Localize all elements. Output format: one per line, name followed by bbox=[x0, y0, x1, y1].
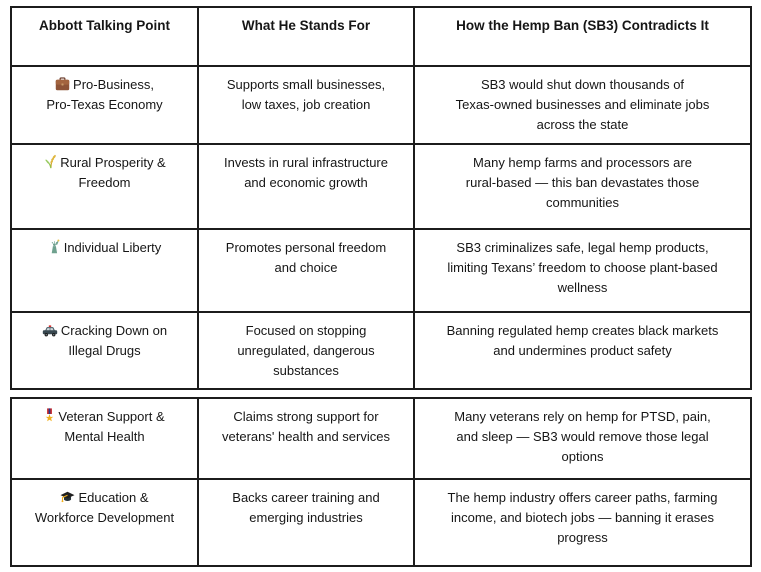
column-header-stands-for: What He Stands For bbox=[197, 6, 415, 67]
police-car-icon bbox=[42, 325, 58, 337]
veteran-education-table: Veteran Support & Mental Health Claims s… bbox=[10, 397, 752, 567]
table-row: Cracking Down on Illegal Drugs Focused o… bbox=[10, 311, 752, 390]
cell-stands-for: Backs career training and emerging indus… bbox=[197, 478, 415, 567]
cell-stands-for: Supports small businesses, low taxes, jo… bbox=[197, 65, 415, 145]
talking-point-label: Rural Prosperity & Freedom bbox=[60, 155, 166, 190]
cell-talking-point: Individual Liberty bbox=[10, 228, 199, 313]
talking-point-label: Individual Liberty bbox=[63, 240, 162, 255]
table-row: Veteran Support & Mental Health Claims s… bbox=[10, 397, 752, 480]
cell-contradiction: Many veterans rely on hemp for PTSD, pai… bbox=[413, 397, 752, 480]
military-medal-icon bbox=[44, 408, 55, 423]
table-row: Pro-Business, Pro-Texas Economy Supports… bbox=[10, 65, 752, 145]
cell-stands-for: Focused on stopping unregulated, dangero… bbox=[197, 311, 415, 390]
column-header-contradiction: How the Hemp Ban (SB3) Contradicts It bbox=[413, 6, 752, 67]
cell-contradiction: Banning regulated hemp creates black mar… bbox=[413, 311, 752, 390]
cell-contradiction: SB3 would shut down thousands of Texas-o… bbox=[413, 65, 752, 145]
graduation-cap-icon bbox=[60, 491, 75, 504]
wheat-sheaf-icon bbox=[43, 154, 57, 169]
header-row: Abbott Talking Point What He Stands For … bbox=[10, 6, 752, 67]
cell-stands-for: Invests in rural infrastructure and econ… bbox=[197, 143, 415, 230]
cell-contradiction: Many hemp farms and processors are rural… bbox=[413, 143, 752, 230]
table-row: Rural Prosperity & Freedom Invests in ru… bbox=[10, 143, 752, 230]
talking-point-label: Cracking Down on Illegal Drugs bbox=[60, 323, 168, 358]
statue-of-liberty-icon bbox=[48, 239, 61, 254]
column-header-talking-point: Abbott Talking Point bbox=[10, 6, 199, 67]
cell-contradiction: The hemp industry offers career paths, f… bbox=[413, 478, 752, 567]
cell-contradiction: SB3 criminalizes safe, legal hemp produc… bbox=[413, 228, 752, 313]
cell-stands-for: Promotes personal freedom and choice bbox=[197, 228, 415, 313]
cell-talking-point: Education & Workforce Development bbox=[10, 478, 199, 567]
cell-talking-point: Rural Prosperity & Freedom bbox=[10, 143, 199, 230]
briefcase-icon bbox=[55, 77, 70, 91]
abbott-talking-points-table: Abbott Talking Point What He Stands For … bbox=[10, 6, 752, 390]
talking-point-label: Education & Workforce Development bbox=[34, 490, 175, 525]
cell-talking-point: Cracking Down on Illegal Drugs bbox=[10, 311, 199, 390]
table-row: Individual Liberty Promotes personal fre… bbox=[10, 228, 752, 313]
cell-talking-point: Veteran Support & Mental Health bbox=[10, 397, 199, 480]
table-row: Education & Workforce Development Backs … bbox=[10, 478, 752, 567]
cell-talking-point: Pro-Business, Pro-Texas Economy bbox=[10, 65, 199, 145]
talking-point-label: Pro-Business, Pro-Texas Economy bbox=[46, 77, 163, 112]
talking-point-label: Veteran Support & Mental Health bbox=[58, 409, 165, 444]
cell-stands-for: Claims strong support for veterans' heal… bbox=[197, 397, 415, 480]
